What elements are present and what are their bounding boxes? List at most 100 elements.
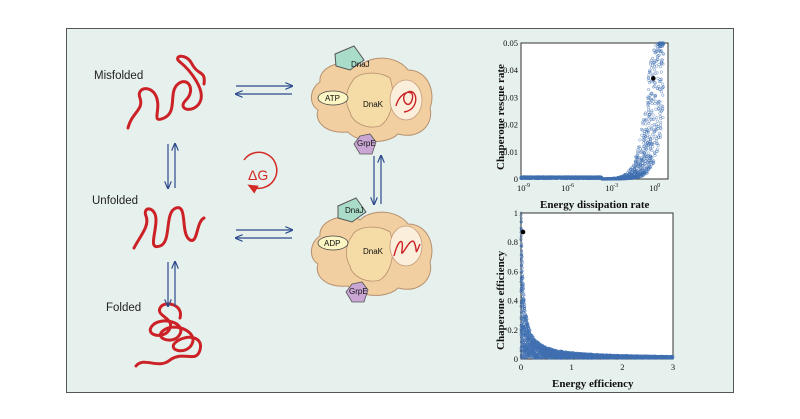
chart2-point	[522, 293, 526, 297]
chart1-ytick: 0.04	[503, 65, 519, 75]
chart1-point	[647, 130, 651, 134]
chart1-point	[646, 101, 650, 105]
chart1-ylabel: Chaperone rescue rate	[495, 64, 507, 170]
chart1-point	[636, 156, 640, 160]
chart1-point	[649, 155, 653, 159]
chart1-xtick: 10	[517, 183, 526, 193]
chart1-point	[654, 44, 658, 48]
chart1-point	[573, 175, 577, 179]
chart2-xtick: 2	[620, 362, 624, 372]
chart1-point	[661, 82, 665, 86]
chart1-point	[525, 176, 529, 180]
chart1-point	[545, 176, 549, 180]
chart1-point	[643, 118, 647, 122]
chart1-point	[634, 175, 638, 179]
unfolded-protein	[132, 206, 206, 250]
chart1-point	[631, 163, 635, 167]
chart1-point	[640, 172, 644, 176]
chart1-point	[656, 76, 660, 80]
chart1-point	[605, 177, 609, 181]
chart1-point	[652, 85, 656, 89]
chart2-point	[520, 283, 523, 287]
chart1-point	[657, 99, 661, 103]
chart1-point	[651, 161, 655, 165]
chart1-point	[650, 148, 654, 152]
chart1-point	[651, 72, 655, 76]
chart2-xtick: 1	[570, 362, 574, 372]
dnaj-label-2: DnaJ	[345, 206, 364, 215]
chart1-point	[658, 87, 662, 91]
chart1-point	[653, 71, 657, 75]
chart1-point	[624, 175, 628, 179]
chart1-point	[656, 142, 660, 146]
chart1-point	[591, 176, 595, 180]
chart1-point	[651, 113, 655, 117]
chart1-point	[661, 93, 665, 97]
chart1-point	[643, 159, 647, 163]
chart1-point	[652, 123, 656, 127]
chart1-point	[653, 128, 657, 132]
chart2-ylabel: Chaperone efficiency	[495, 250, 507, 350]
chart1-point	[659, 104, 663, 108]
chart1-point	[644, 167, 648, 171]
chart1-point	[633, 161, 637, 165]
chart1-point	[660, 90, 664, 94]
chart1-point	[649, 62, 653, 66]
chart1-point	[644, 147, 648, 151]
substrate-protein-top	[395, 90, 417, 113]
chart1-point	[619, 177, 623, 181]
chart1-point	[650, 91, 654, 95]
chart1-point	[647, 159, 651, 163]
chart1-ytick: 0.01	[503, 147, 518, 157]
chart1-point	[618, 175, 622, 179]
chart1-point	[648, 100, 652, 104]
chart1-point	[647, 110, 651, 114]
chart1-point	[647, 69, 651, 73]
chart1-point	[651, 136, 655, 140]
chart1-point	[557, 175, 561, 179]
folded-label: Folded	[106, 302, 141, 314]
chart1-point	[659, 79, 663, 83]
chart1-point	[609, 176, 613, 180]
chart1-point	[647, 108, 651, 112]
chart1-point	[641, 120, 645, 124]
chart1-point	[657, 47, 661, 51]
chart1-point	[625, 176, 629, 180]
chart1-point	[653, 81, 657, 85]
chart1-point	[645, 157, 649, 161]
chart1-point	[642, 152, 646, 156]
chart1-point	[643, 149, 647, 153]
chart1-point	[639, 164, 643, 168]
chart1-highlight-point	[651, 76, 656, 81]
chart1-point	[633, 163, 637, 167]
delta-g-cycle: ΔG	[243, 151, 278, 194]
chart1-point	[533, 176, 537, 180]
chart1-point	[595, 175, 599, 179]
chart1-point	[644, 140, 648, 144]
chart1-point	[648, 115, 652, 119]
chart1-point	[658, 135, 662, 139]
chart1-point	[657, 131, 661, 135]
chart2-point	[522, 350, 526, 354]
adp-label: ADP	[324, 239, 340, 248]
chart1-point	[657, 43, 661, 47]
chart1-xtick-exponent: -6	[569, 183, 574, 189]
chart1-point	[615, 177, 619, 181]
chart1-point	[549, 176, 553, 180]
chart1-point	[647, 96, 651, 100]
chart1-point	[585, 176, 589, 180]
chart1-point	[640, 127, 644, 131]
chart1-point	[630, 166, 634, 170]
chart1-point	[647, 161, 651, 165]
chart1-point	[627, 176, 631, 180]
chart1-point	[567, 176, 571, 180]
chart1-point	[623, 177, 627, 181]
chart2-point	[520, 312, 523, 316]
substrate-protein-bottom	[393, 240, 421, 257]
chart1-point	[646, 100, 650, 104]
dnak-label: DnaK	[363, 100, 384, 109]
chart1-point	[661, 42, 665, 46]
chart2-point	[521, 306, 525, 310]
chart2-plot-area	[520, 212, 674, 360]
